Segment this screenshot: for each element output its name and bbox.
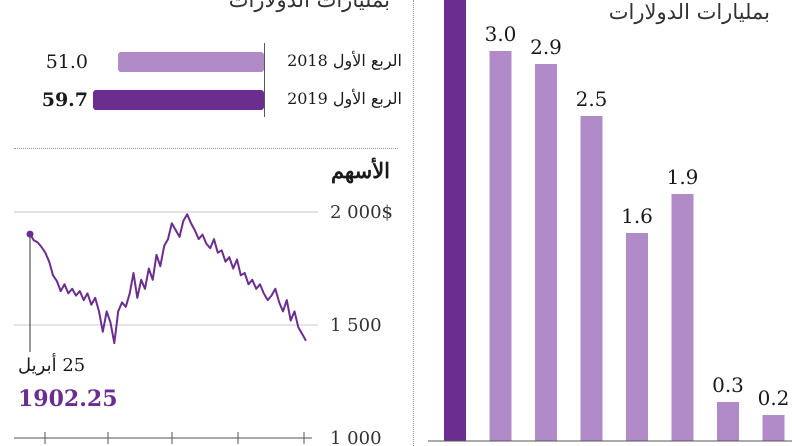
stock-chart: 2 000$ 1 500 1 000 [14,202,393,446]
right-bar-label: 0.3 [712,373,744,397]
comparison-bar-2019 [92,90,264,110]
comparison-label-2019: الربع الأول 2019 [287,89,402,108]
right-bar-chart: 3.0 2.9 2.5 1.6 1.9 0.3 0.2 [428,0,792,442]
right-bar-label: 1.9 [667,165,699,189]
right-bar [671,194,694,441]
stock-title: الأسهم [330,158,390,183]
stock-y-tick-label: 1 000 [330,428,382,446]
right-bar [626,233,648,441]
right-unit-label: بمليارات الدولارات [608,0,770,24]
annotation-dot [26,230,34,238]
vertical-divider [413,0,414,446]
stock-line [29,213,307,345]
left-unit-label: بمليارات الدولارات [228,0,390,12]
right-bar [580,116,603,441]
right-bar [489,51,512,441]
annotation-date: 25 أبريل [18,355,86,376]
stock-y-tick-label: 2 000$ [330,202,393,223]
comparison-bar-2018 [117,52,264,72]
right-bar-label: 2.9 [530,35,562,59]
right-bar [762,415,785,441]
right-bar [535,64,557,441]
stock-y-tick-label: 1 500 [330,315,382,336]
horizontal-divider [14,148,398,149]
right-bar-label: 3.0 [485,22,517,46]
right-bar [717,402,739,441]
right-bar-label: 0.2 [758,386,790,410]
right-bar-label: 1.6 [621,204,653,228]
comparison-label-2018: الربع الأول 2018 [287,51,402,70]
annotation-value: 1902.25 [18,386,118,412]
comparison-axis [264,43,265,117]
comparison-value-2018: 51.0 [45,51,88,73]
right-bar-label: 2.5 [576,87,608,111]
comparison-value-2019: 59.7 [41,89,88,111]
right-bar-highlight [444,0,466,441]
